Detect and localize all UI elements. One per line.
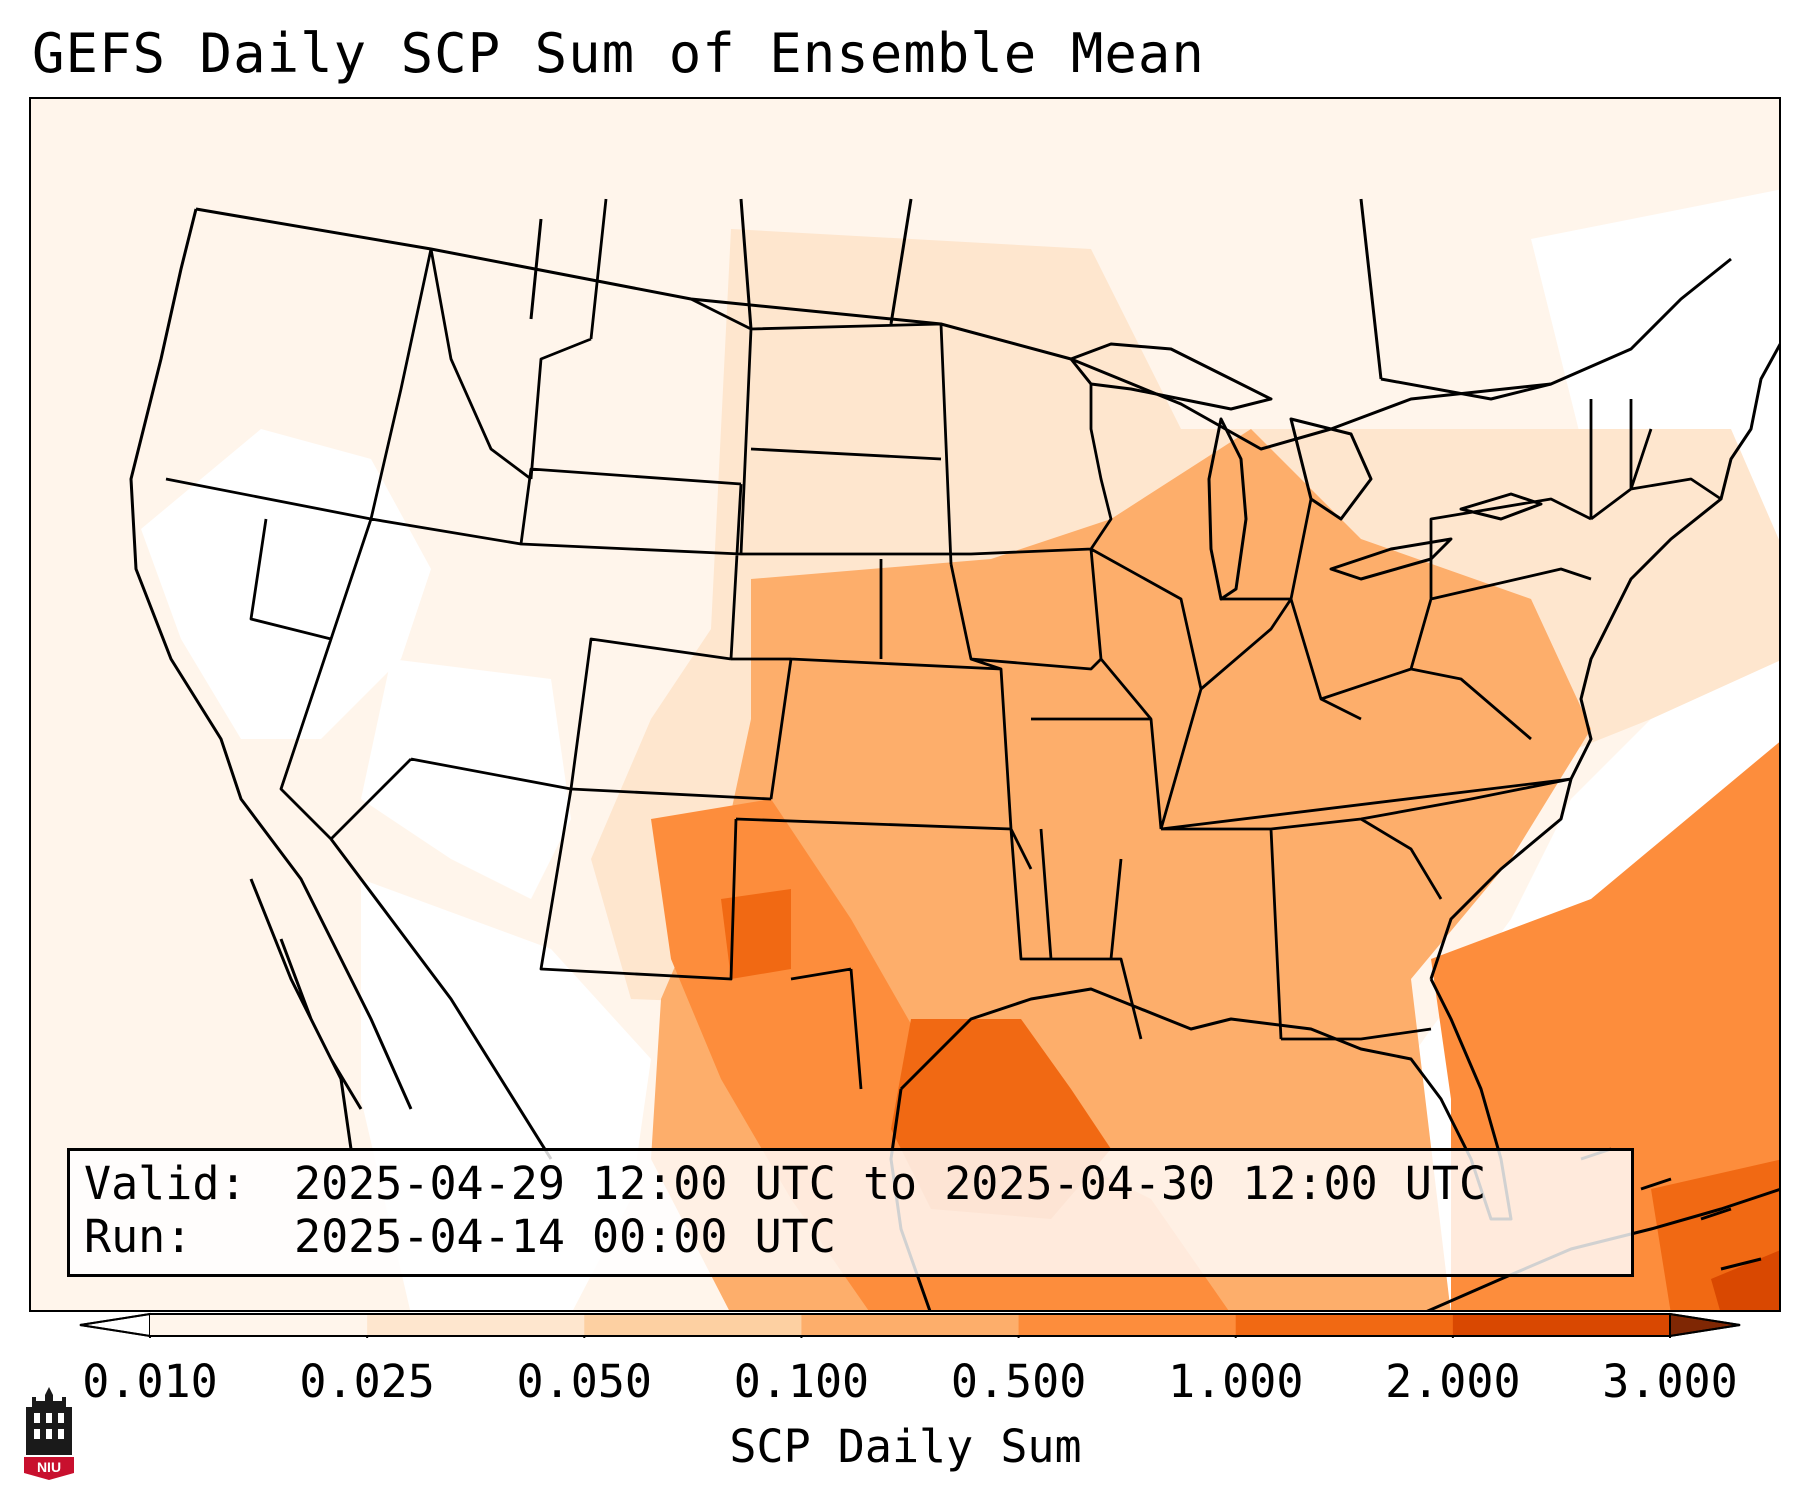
colorbar-tick-label-2: 0.050 <box>516 1355 653 1408</box>
colorbar-segment-5 <box>1235 1314 1454 1336</box>
colorbar-title: SCP Daily Sum <box>0 1420 1803 1473</box>
scp-map <box>31 99 1779 1310</box>
lake-ontario <box>1459 492 1543 521</box>
colorbar-segment-4 <box>1018 1314 1237 1336</box>
valid-value: 2025-04-29 12:00 UTC to 2025-04-30 12:00… <box>294 1157 1487 1210</box>
scp-region-texas-max <box>721 889 791 979</box>
colorbar-segment-0 <box>150 1314 368 1336</box>
map-title: GEFS Daily SCP Sum of Ensemble Mean <box>32 22 1205 85</box>
lake-michigan <box>1207 417 1248 601</box>
scp-region-west-blank <box>141 429 431 739</box>
run-label: Run: <box>84 1210 193 1263</box>
colorbar-segment-6 <box>1452 1314 1671 1336</box>
map-panel <box>29 97 1781 1312</box>
scp-region-caribbean-peak <box>1711 1250 1779 1310</box>
baja-coast <box>249 878 363 1150</box>
valid-run-info-box: Valid: 2025-04-29 12:00 UTC to 2025-04-30… <box>67 1148 1634 1277</box>
lake-superior <box>1069 342 1273 411</box>
colorbar-ticks <box>149 1336 1671 1338</box>
lake-erie <box>1329 537 1453 581</box>
scp-region-west-blank-2 <box>361 659 571 899</box>
colorbar-tick-label-0: 0.010 <box>82 1355 218 1408</box>
colorbar-over-arrow <box>1669 1312 1741 1338</box>
colorbar-tick-label-3: 0.100 <box>733 1355 870 1408</box>
canada-provinces <box>529 198 1552 401</box>
colorbar-tick-label-5: 1.000 <box>1167 1355 1304 1408</box>
university-tower-icon: NIU <box>24 1387 74 1480</box>
colorbar-segment-3 <box>801 1314 1020 1336</box>
colorbar-tick-label-7: 3.000 <box>1602 1355 1738 1408</box>
colorbar-segments <box>79 1312 1741 1338</box>
run-value: 2025-04-14 00:00 UTC <box>294 1210 836 1263</box>
west-coast <box>129 208 413 1110</box>
colorbar-segment-2 <box>584 1314 802 1336</box>
mexico-coast <box>329 838 553 1160</box>
colorbar-tick-label-4: 0.500 <box>950 1355 1087 1408</box>
scp-shading-layer <box>31 99 1779 1310</box>
colorbar-under-arrow <box>79 1312 151 1338</box>
lake-huron <box>1289 417 1373 521</box>
valid-label: Valid: <box>84 1157 247 1210</box>
colorbar <box>79 1312 1741 1338</box>
colorbar-tick-label-1: 0.025 <box>299 1355 435 1408</box>
logo-text: NIU <box>37 1459 61 1475</box>
run-line: Run: 2025-04-14 00:00 UTC <box>84 1210 1617 1263</box>
colorbar-tick-label-6: 2.000 <box>1385 1355 1521 1408</box>
colorbar-title-text: SCP Daily Sum <box>729 1420 1082 1473</box>
colorbar-tick-labels: 0.010 0.025 0.050 0.100 0.500 1.000 2.000 3.000 <box>0 1355 1803 1415</box>
valid-line: Valid: 2025-04-29 12:00 UTC to 2025-04-30… <box>84 1157 1617 1210</box>
east-coast <box>1429 343 1779 980</box>
colorbar-segment-1 <box>367 1314 585 1336</box>
